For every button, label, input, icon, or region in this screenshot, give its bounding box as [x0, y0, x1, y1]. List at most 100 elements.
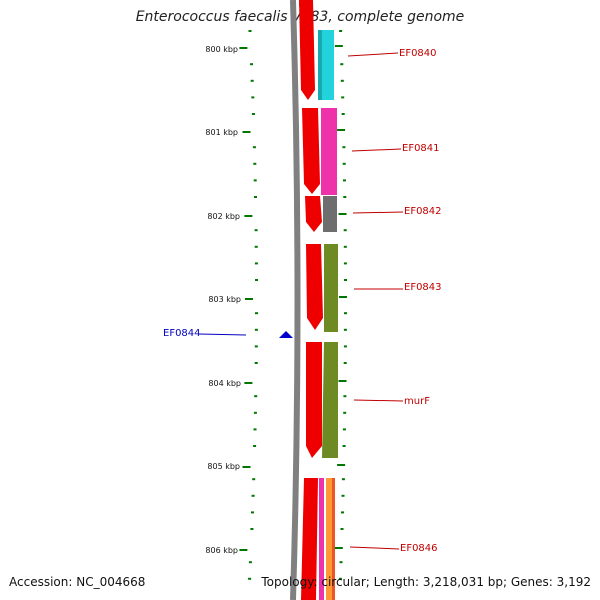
- gene-label-EF0840[interactable]: EF0840: [399, 48, 437, 59]
- ruler-minor-tick: [248, 30, 252, 32]
- ruler-minor-tick: [253, 445, 257, 447]
- axis-label-805: 805 kbp: [207, 462, 240, 471]
- forward-strand-genes: [299, 0, 323, 600]
- ruler-minor-tick: [254, 245, 258, 248]
- axis-label-801: 801 kbp: [205, 128, 238, 137]
- ruler-minor-tick: [250, 79, 254, 82]
- ruler-minor-tick: [255, 312, 258, 315]
- ruler-minor-tick: [254, 229, 258, 232]
- ruler-right-minor-tick: [341, 113, 345, 115]
- ruler-major-tick: [242, 131, 251, 133]
- ruler-right-ticks: [334, 30, 347, 580]
- ruler-minor-ticks: [248, 30, 258, 580]
- ruler-minor-tick: [251, 113, 255, 115]
- axis-label-803: 803 kbp: [208, 295, 241, 304]
- ruler-right-minor-tick: [343, 196, 347, 198]
- ruler-minor-tick: [253, 411, 257, 414]
- gene-block-multi-magenta[interactable]: [319, 478, 324, 600]
- axis-label-806: 806 kbp: [205, 546, 238, 555]
- ruler-right-minor-tick: [342, 428, 346, 431]
- ruler-right-minor-tick: [343, 262, 347, 265]
- ruler-minor-tick: [253, 179, 257, 182]
- gene-label-EF0846[interactable]: EF0846: [400, 543, 438, 554]
- ruler-right-major-tick: [334, 45, 343, 47]
- gene-block-red-1[interactable]: [299, 0, 315, 100]
- marker-label-EF0844[interactable]: EF0844: [163, 328, 201, 339]
- ruler-minor-tick: [250, 63, 253, 66]
- ruler-minor-tick: [248, 561, 252, 564]
- gene-label-EF0841[interactable]: EF0841: [402, 143, 440, 154]
- gene-block-magenta[interactable]: [321, 108, 337, 195]
- ruler-minor-tick: [255, 279, 258, 281]
- ruler-right-minor-tick: [342, 146, 346, 149]
- ruler-minor-tick: [251, 511, 254, 514]
- gene-block-red-6[interactable]: [301, 478, 318, 600]
- ruler-right-minor-tick: [343, 362, 347, 364]
- ruler-right-minor-tick: [340, 528, 344, 530]
- ruler-right-minor-tick: [341, 478, 345, 481]
- ruler-right-minor-tick: [343, 345, 347, 348]
- ruler-right-minor-tick: [343, 179, 346, 182]
- gene-label-EF0842[interactable]: EF0842: [404, 206, 442, 217]
- genome-backbone: [290, 0, 301, 600]
- ruler-minor-tick: [252, 146, 256, 149]
- ruler-major-tick: [245, 298, 253, 300]
- ruler-minor-tick: [251, 96, 255, 99]
- ruler-major-tick: [239, 549, 248, 551]
- axis-label-804: 804 kbp: [208, 379, 241, 388]
- ruler-right-minor-tick: [344, 312, 347, 315]
- ruler-right-major-tick: [339, 296, 347, 298]
- marker-triangle-icon[interactable]: [279, 331, 293, 338]
- gene-block-olive-2[interactable]: [322, 342, 338, 458]
- ruler-major-tick: [242, 466, 251, 468]
- ruler-right-major-tick: [337, 464, 346, 466]
- ruler-right-major-tick: [334, 547, 343, 549]
- ruler-right-minor-tick: [342, 162, 346, 165]
- ruler-minor-tick: [254, 395, 258, 398]
- gene-block-red-3[interactable]: [305, 196, 322, 232]
- ruler-major-tick: [244, 382, 253, 384]
- ruler-minor-tick: [248, 577, 252, 580]
- ruler-minor-tick: [252, 478, 256, 481]
- ruler-minor-tick: [253, 428, 257, 431]
- ruler-right-minor-tick: [343, 328, 347, 331]
- gene-block-multi-red[interactable]: [332, 478, 335, 600]
- ruler-minor-tick: [254, 362, 258, 364]
- ruler-right-minor-tick: [343, 411, 347, 414]
- ruler-minor-tick: [254, 262, 258, 265]
- ruler-major-tick: [239, 47, 248, 49]
- gene-block-red-4[interactable]: [306, 244, 323, 330]
- ruler-minor-tick: [250, 528, 254, 530]
- gene-block-red-5[interactable]: [306, 342, 322, 458]
- gene-labels: EF0840 EF0841 EF0842 EF0843 murF EF0846: [347, 48, 442, 554]
- axis-label-800: 800 kbp: [205, 45, 238, 54]
- gene-block-red-2[interactable]: [302, 108, 320, 194]
- genome-summary-text: Topology: circular; Length: 3,218,031 bp…: [261, 575, 591, 589]
- ruler-minor-tick: [253, 162, 257, 165]
- ruler-right-minor-tick: [340, 63, 344, 66]
- ruler-right-major-tick: [338, 380, 347, 382]
- ruler-right-major-tick: [338, 213, 347, 215]
- ruler-right-minor-tick: [341, 494, 345, 497]
- ruler-right-minor-tick: [340, 79, 344, 82]
- gene-block-gray[interactable]: [323, 196, 337, 232]
- gene-block-multi-orange[interactable]: [326, 478, 332, 600]
- ruler-right-minor-tick: [341, 96, 345, 99]
- gene-label-EF0843[interactable]: EF0843: [404, 282, 442, 293]
- gene-block-olive-1[interactable]: [324, 244, 338, 332]
- gene-label-murF[interactable]: murF: [404, 396, 430, 407]
- ruler-right-minor-tick: [339, 561, 343, 564]
- marker-EF0844[interactable]: EF0844: [163, 328, 293, 339]
- ruler-right-minor-tick: [343, 245, 347, 248]
- ruler-right-minor-tick: [344, 279, 347, 281]
- ruler-minor-tick: [254, 345, 258, 348]
- accession-text: Accession: NC_004668: [9, 575, 146, 589]
- axis-labels: 800 kbp 801 kbp 802 kbp 803 kbp 804 kbp …: [205, 45, 241, 555]
- ruler-right-minor-tick: [341, 511, 344, 514]
- ruler-right-minor-tick: [343, 229, 347, 232]
- ruler-right-major-tick: [337, 129, 346, 131]
- ruler-right-minor-tick: [342, 445, 346, 447]
- ruler-major-tick: [244, 215, 253, 217]
